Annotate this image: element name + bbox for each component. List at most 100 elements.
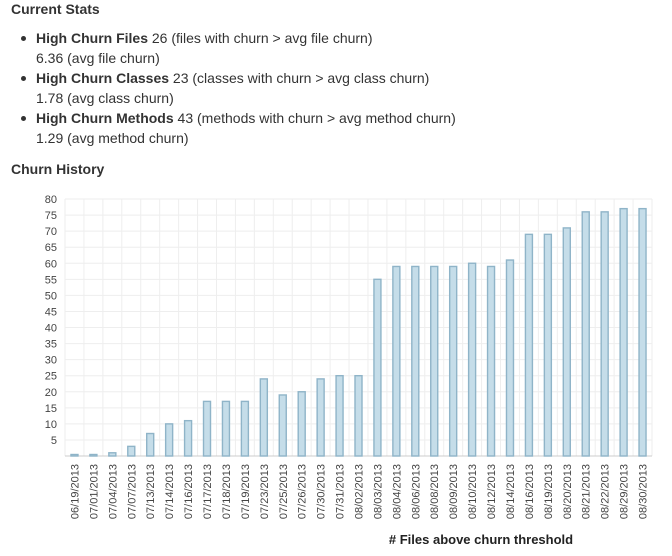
x-tick-label: 07/18/2013	[221, 464, 233, 519]
x-tick-label: 08/12/2013	[486, 464, 498, 519]
list-item: High Churn Methods 43 (methods with chur…	[21, 108, 456, 148]
x-tick-label: 08/22/2013	[600, 464, 612, 519]
stat-description: (classes with churn > avg class churn)	[192, 70, 430, 86]
x-tick-label: 08/03/2013	[372, 464, 384, 519]
y-tick-label: 70	[45, 226, 57, 238]
y-tick-label: 30	[45, 355, 57, 367]
y-tick-label: 40	[45, 323, 57, 335]
bar	[202, 400, 212, 457]
bar	[562, 227, 571, 457]
bar	[600, 211, 609, 457]
stat-description: (methods with churn > avg method churn)	[197, 110, 456, 126]
stat-average-description: (avg file churn)	[67, 50, 160, 66]
bar	[221, 400, 231, 457]
x-tick-label: 07/31/2013	[335, 464, 347, 519]
bar	[240, 400, 250, 457]
bar	[127, 445, 136, 457]
bar	[259, 378, 269, 457]
x-tick-label: 07/19/2013	[240, 464, 252, 519]
stat-average-value: 6.36	[36, 50, 64, 66]
x-axis-title: # Files above churn threshold	[389, 532, 573, 547]
bar	[89, 453, 98, 457]
y-tick-label: 5	[51, 435, 57, 447]
x-tick-label: 08/09/2013	[448, 464, 460, 519]
x-tick-label: 07/30/2013	[316, 464, 328, 519]
stat-name: High Churn Methods	[36, 110, 174, 126]
bar	[486, 265, 496, 457]
bar	[543, 233, 553, 457]
x-tick-label: 08/20/2013	[562, 464, 574, 519]
x-tick-label: 07/14/2013	[164, 464, 176, 519]
churn-history-chart: 5 10 15 20 25 30 35 40 45 50 55 60 65 70 75 80 06/19/20…	[45, 194, 653, 547]
current-stats-heading: Current Stats	[11, 1, 100, 17]
bar	[524, 233, 534, 457]
x-tick-label: 08/16/2013	[524, 464, 536, 519]
y-tick-label: 60	[45, 258, 57, 270]
bar	[448, 265, 458, 457]
x-tick-label: 08/21/2013	[581, 464, 593, 519]
x-tick-label: 08/19/2013	[543, 464, 555, 519]
x-tick-label: 07/07/2013	[126, 464, 138, 519]
stat-value: 26	[151, 30, 168, 46]
x-tick-label: 08/06/2013	[410, 464, 422, 519]
bar	[335, 374, 344, 457]
x-tick-label: 08/04/2013	[391, 464, 403, 519]
x-tick-label: 08/29/2013	[619, 464, 631, 519]
list-item: High Churn Classes 23 (classes with chur…	[21, 68, 456, 108]
bar	[108, 452, 117, 457]
bar	[373, 278, 382, 457]
bar	[354, 374, 363, 457]
list-item: High Churn Files 26 (files with churn > …	[21, 28, 456, 68]
bar	[164, 423, 174, 457]
y-axis: 5 10 15 20 25 30 35 40 45 50 55 60 65 70 75 80	[45, 194, 57, 447]
y-tick-label: 10	[45, 419, 57, 431]
x-axis-labels: 06/19/2013 07/01/2013 07/04/2013 07/07/2013…	[69, 464, 649, 519]
stat-value: 43	[177, 110, 194, 126]
y-tick-label: 55	[45, 274, 57, 286]
bar	[297, 391, 306, 457]
x-tick-label: 07/26/2013	[297, 464, 309, 519]
x-tick-label: 08/08/2013	[429, 464, 441, 519]
bar	[581, 211, 590, 457]
y-tick-label: 25	[45, 371, 57, 383]
stat-value: 23	[172, 70, 189, 86]
stat-name: High Churn Classes	[36, 70, 170, 86]
x-tick-label: 07/04/2013	[107, 464, 119, 519]
y-tick-label: 35	[45, 339, 57, 351]
stat-average-description: (avg method churn)	[67, 130, 189, 146]
bar	[411, 265, 420, 457]
chart-grid	[64, 198, 653, 456]
x-tick-label: 07/16/2013	[183, 464, 195, 519]
bar	[467, 262, 477, 457]
x-tick-label: 06/19/2013	[69, 464, 81, 519]
bar	[619, 207, 628, 457]
y-tick-label: 15	[45, 403, 57, 415]
y-tick-label: 80	[45, 194, 57, 206]
y-tick-label: 20	[45, 387, 57, 399]
x-tick-label: 07/13/2013	[145, 464, 157, 519]
current-stats-list: High Churn Files 26 (files with churn > …	[0, 28, 456, 148]
x-tick-label: 08/30/2013	[638, 464, 650, 519]
x-tick-label: 08/10/2013	[467, 464, 479, 519]
x-tick-label: 07/23/2013	[259, 464, 271, 519]
stat-average-value: 1.29	[36, 130, 64, 146]
bar	[430, 265, 439, 457]
x-tick-label: 07/25/2013	[278, 464, 290, 519]
y-tick-label: 65	[45, 242, 57, 254]
stat-description: (files with churn > avg file churn)	[171, 30, 373, 46]
bar	[316, 378, 325, 457]
bar	[278, 394, 287, 457]
stat-average-value: 1.78	[36, 90, 64, 106]
x-tick-label: 07/01/2013	[88, 464, 100, 519]
bars	[70, 207, 647, 457]
bar	[183, 419, 193, 457]
y-tick-label: 50	[45, 290, 57, 302]
bar	[505, 259, 515, 457]
bar	[70, 453, 79, 457]
bar	[146, 432, 155, 457]
y-tick-label: 45	[45, 306, 57, 318]
stat-average-description: (avg class churn)	[67, 90, 174, 106]
churn-history-heading: Churn History	[11, 161, 105, 177]
bar	[392, 265, 401, 457]
x-tick-label: 08/14/2013	[505, 464, 517, 519]
